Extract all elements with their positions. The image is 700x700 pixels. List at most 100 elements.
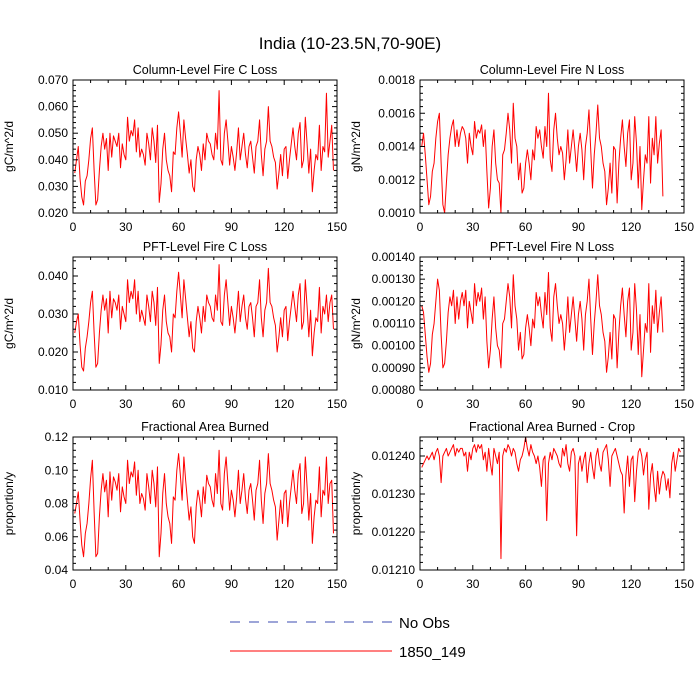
- x-tick-label: 60: [172, 220, 186, 234]
- x-tick-label: 30: [119, 397, 133, 411]
- x-tick-label: 30: [466, 397, 480, 411]
- x-tick-label: 150: [674, 220, 694, 234]
- x-tick-label: 90: [572, 220, 586, 234]
- y-axis-label: gC/m^2/d: [2, 298, 16, 349]
- y-tick-label: 0.00090: [372, 361, 416, 375]
- plot-frame: [72, 256, 338, 391]
- y-tick-label: 0.10: [45, 463, 69, 477]
- figure-title: India (10-23.5N,70-90E): [259, 34, 441, 53]
- x-tick-label: 150: [674, 397, 694, 411]
- x-tick-label: 0: [70, 397, 77, 411]
- y-tick-label: 0.00130: [372, 272, 416, 286]
- y-tick-label: 0.0010: [378, 206, 415, 220]
- y-tick-label: 0.0012: [378, 173, 415, 187]
- y-tick-label: 0.030: [38, 307, 68, 321]
- plot-frame: [419, 436, 685, 571]
- panel-2: 0 30 60 90 120 150 0.0010 0.0012 0.0014 0.0016 0.0…: [349, 63, 694, 234]
- x-tick-label: 0: [417, 577, 424, 591]
- y-tick-label: 0.00120: [372, 294, 416, 308]
- series-line: [421, 436, 681, 560]
- x-tick-label: 30: [466, 220, 480, 234]
- x-tick-label: 0: [417, 220, 424, 234]
- y-tick-label: 0.00110: [373, 317, 416, 331]
- x-tick-label: 30: [119, 220, 133, 234]
- y-axis-label: gN/m^2/d: [349, 298, 363, 349]
- x-tick-label: 90: [225, 397, 239, 411]
- y-tick-label: 0.04: [45, 563, 69, 577]
- series-line: [421, 272, 664, 378]
- y-axis-label: proportion/y: [349, 472, 363, 535]
- y-tick-label: 0.040: [38, 269, 68, 283]
- y-axis-label: proportion/y: [2, 472, 16, 535]
- x-tick-label: 0: [70, 577, 77, 591]
- x-tick-label: 90: [225, 577, 239, 591]
- panel-title: Fractional Area Burned: [141, 420, 269, 434]
- y-tick-label: 0.12: [45, 430, 69, 444]
- y-tick-label: 0.0014: [378, 140, 415, 154]
- series-line: [74, 264, 334, 372]
- panel-title: PFT-Level Fire C Loss: [143, 240, 267, 254]
- y-tick-label: 0.00140: [372, 250, 416, 264]
- x-tick-label: 150: [327, 397, 347, 411]
- y-tick-label: 0.030: [38, 179, 68, 193]
- panel-6: 0 30 60 90 120 150 0.01210 0.01220 0.01230 0.0124…: [349, 420, 694, 591]
- panel-title: Column-Level Fire C Loss: [133, 63, 278, 77]
- y-tick-label: 0.01230: [372, 487, 416, 501]
- x-tick-label: 120: [621, 577, 641, 591]
- x-tick-label: 60: [172, 397, 186, 411]
- x-tick-label: 90: [572, 577, 586, 591]
- y-tick-label: 0.0016: [378, 106, 415, 120]
- y-tick-label: 0.040: [38, 153, 68, 167]
- panel-5: 0 30 60 90 120 150 0.04 0.06 0.08 0.10 0.12 Fractio…: [2, 420, 347, 591]
- x-tick-label: 120: [274, 220, 294, 234]
- x-tick-label: 120: [621, 397, 641, 411]
- series-line: [74, 90, 334, 206]
- y-tick-label: 0.01220: [372, 525, 416, 539]
- plot-frame: [419, 79, 685, 214]
- legend-no-obs-label: No Obs: [399, 615, 450, 632]
- y-tick-label: 0.01210: [372, 563, 416, 577]
- panel-title: Column-Level Fire N Loss: [480, 63, 625, 77]
- legend: No Obs 1850_149: [230, 615, 466, 661]
- y-tick-label: 0.020: [38, 206, 68, 220]
- x-tick-label: 60: [519, 397, 533, 411]
- y-tick-label: 0.070: [38, 73, 68, 87]
- y-tick-label: 0.06: [45, 530, 69, 544]
- y-tick-label: 0.060: [38, 100, 68, 114]
- x-tick-label: 60: [519, 577, 533, 591]
- x-tick-label: 150: [674, 577, 694, 591]
- x-tick-label: 60: [172, 577, 186, 591]
- x-tick-label: 0: [417, 397, 424, 411]
- x-tick-label: 0: [70, 220, 77, 234]
- x-tick-label: 90: [225, 220, 239, 234]
- y-axis-label: gC/m^2/d: [2, 121, 16, 172]
- legend-1850-label: 1850_149: [399, 644, 466, 661]
- panel-1: 0 30 60 90 120 150 0.020 0.030 0.040 0.050 0.060 0.…: [2, 63, 347, 234]
- x-tick-label: 30: [119, 577, 133, 591]
- y-tick-label: 0.050: [38, 126, 68, 140]
- series-line: [421, 92, 664, 214]
- y-tick-label: 0.020: [38, 345, 68, 359]
- x-tick-label: 150: [327, 577, 347, 591]
- plot-frame: [419, 256, 685, 391]
- y-axis-label: gN/m^2/d: [349, 121, 363, 172]
- y-tick-label: 0.0018: [378, 73, 415, 87]
- x-tick-label: 120: [274, 397, 294, 411]
- series-line: [74, 449, 334, 558]
- plot-frame: [72, 79, 338, 214]
- panel-title: PFT-Level Fire N Loss: [490, 240, 614, 254]
- panel-title: Fractional Area Burned - Crop: [469, 420, 635, 434]
- y-tick-label: 0.00100: [372, 339, 416, 353]
- x-tick-label: 30: [466, 577, 480, 591]
- panel-3: 0 30 60 90 120 150 0.010 0.020 0.030 0.040 PFT-Lev…: [2, 240, 347, 411]
- y-tick-label: 0.08: [45, 497, 69, 511]
- y-tick-label: 0.01240: [372, 449, 416, 463]
- panel-4: 0 30 60 90 120 150 0.00080 0.00090 0.00100 0.0011…: [349, 240, 694, 411]
- y-tick-label: 0.010: [38, 383, 68, 397]
- x-tick-label: 90: [572, 397, 586, 411]
- x-tick-label: 120: [274, 577, 294, 591]
- x-tick-label: 60: [519, 220, 533, 234]
- x-tick-label: 120: [621, 220, 641, 234]
- y-tick-label: 0.00080: [372, 383, 416, 397]
